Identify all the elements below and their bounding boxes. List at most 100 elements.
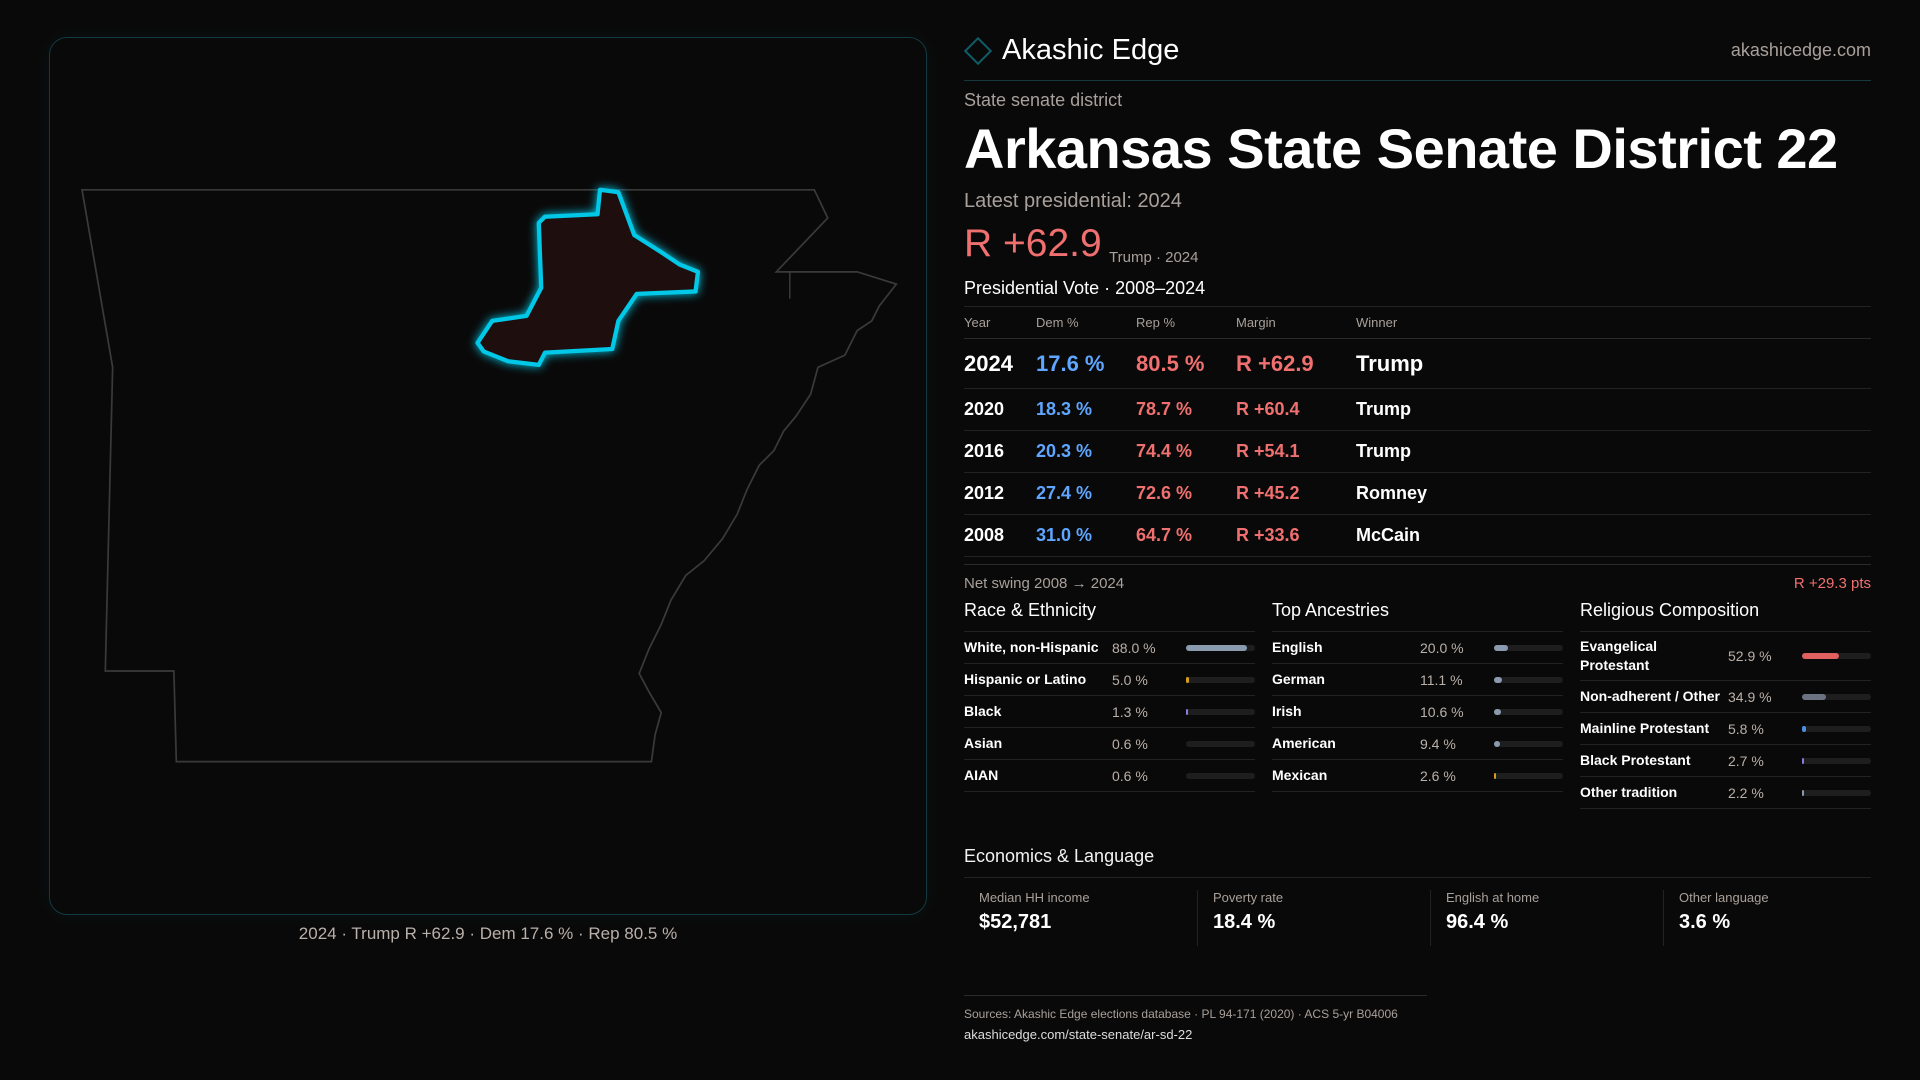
ancestry-value: 2.6 % xyxy=(1420,767,1456,784)
religion-row: Other tradition 2.2 % xyxy=(1580,777,1871,809)
dem-pct-cell: 27.4 % xyxy=(1036,472,1136,515)
race-value: 1.3 % xyxy=(1112,703,1148,720)
race-row: Asian 0.6 % xyxy=(964,728,1255,760)
race-label: Hispanic or Latino xyxy=(964,671,1087,687)
econ-stat-label: English at home xyxy=(1446,890,1540,905)
ancestry-row: German 11.1 % xyxy=(1272,664,1563,696)
map-panel[interactable] xyxy=(49,37,927,915)
race-section: Race & Ethnicity White, non-Hispanic 88.0 … xyxy=(964,600,1255,792)
ancestry-bar xyxy=(1494,644,1563,651)
religion-bar xyxy=(1802,757,1871,764)
rep-pct-cell: 64.7 % xyxy=(1136,514,1236,557)
race-bar xyxy=(1186,740,1255,747)
vote-table-title: Presidential Vote · 2008–2024 xyxy=(964,278,1206,298)
footer: Sources: Akashic Edge elections database… xyxy=(964,995,1427,1042)
econ-title: Economics & Language xyxy=(964,846,1871,878)
ancestry-label: Irish xyxy=(1272,703,1302,719)
religion-bar xyxy=(1802,725,1871,732)
race-label: White, non-Hispanic xyxy=(964,639,1099,655)
econ-stat-label: Poverty rate xyxy=(1213,890,1284,905)
religion-bar-fill xyxy=(1802,757,1805,764)
ancestry-label: Mexican xyxy=(1272,767,1328,783)
table-row: 2020 18.3 % 78.7 % R +60.4 Trump xyxy=(964,388,1871,431)
ancestry-section: Top Ancestries English 20.0 % German 11.1 % I… xyxy=(1272,600,1563,792)
ancestry-bar-fill xyxy=(1494,676,1502,683)
race-bar-fill xyxy=(1186,708,1189,715)
religion-value: 5.8 % xyxy=(1728,720,1764,737)
religion-bar xyxy=(1802,789,1871,796)
religion-value: 2.7 % xyxy=(1728,752,1764,769)
religion-bar-fill xyxy=(1802,693,1827,700)
margin-cell: R +45.2 xyxy=(1236,472,1356,515)
winner-cell: Trump xyxy=(1356,430,1871,473)
econ-stat: Poverty rate 18.4 % xyxy=(1197,890,1430,946)
religion-bar xyxy=(1802,653,1871,659)
column-header: Year xyxy=(964,306,1036,339)
religion-bar-fill xyxy=(1802,725,1806,732)
ancestry-bar xyxy=(1494,772,1563,779)
diamond-logo-icon xyxy=(963,36,993,65)
year-cell: 2016 xyxy=(964,430,1036,473)
religion-label: Mainline Protestant xyxy=(1580,720,1710,736)
religion-bar xyxy=(1802,693,1871,700)
year-cell: 2012 xyxy=(964,472,1036,515)
table-row: 2024 17.6 % 80.5 % R +62.9 Trump xyxy=(964,338,1871,389)
rep-pct-cell: 72.6 % xyxy=(1136,472,1236,515)
column-header: Rep % xyxy=(1136,306,1236,339)
race-bar xyxy=(1186,708,1255,715)
rep-pct-cell: 78.7 % xyxy=(1136,388,1236,431)
econ-stat-value: 18.4 % xyxy=(1213,911,1276,933)
brand-name: Akashic Edge xyxy=(1002,34,1180,66)
column-header: Winner xyxy=(1356,306,1871,339)
winner-cell: Trump xyxy=(1356,388,1871,431)
margin-cell: R +60.4 xyxy=(1236,388,1356,431)
ancestry-bar xyxy=(1494,740,1563,747)
ancestry-value: 9.4 % xyxy=(1420,735,1456,752)
race-row: Hispanic or Latino 5.0 % xyxy=(964,664,1255,696)
rep-pct-cell: 80.5 % xyxy=(1136,338,1236,389)
econ-stat-value: 3.6 % xyxy=(1679,911,1731,933)
district-kind: State senate district xyxy=(964,90,1123,110)
religion-bar-fill xyxy=(1802,653,1839,659)
race-value: 5.0 % xyxy=(1112,671,1148,688)
vote-table: Year Dem % Rep % Margin Winner 2024 17.6 % 80.… xyxy=(964,306,1871,557)
race-value: 88.0 % xyxy=(1112,639,1156,656)
site-link[interactable]: akashicedge.com xyxy=(1730,40,1871,60)
table-row: 2012 27.4 % 72.6 % R +45.2 Romney xyxy=(964,472,1871,515)
ancestry-value: 10.6 % xyxy=(1420,703,1464,720)
race-value: 0.6 % xyxy=(1112,735,1148,752)
race-title: Race & Ethnicity xyxy=(964,600,1255,632)
econ-stat-value: 96.4 % xyxy=(1446,911,1509,933)
table-row: 2008 31.0 % 64.7 % R +33.6 McCain xyxy=(964,514,1871,557)
net-swing-value: R +29.3 pts xyxy=(1793,575,1871,592)
race-row: AIAN 0.6 % xyxy=(964,760,1255,792)
religion-section: Religious Composition Evangelical Protest… xyxy=(1580,600,1871,809)
religion-row: Non-adherent / Other 34.9 % xyxy=(1580,681,1871,713)
econ-stat-value: $52,781 xyxy=(979,911,1052,933)
sources-text: Sources: Akashic Edge elections database… xyxy=(964,1007,1398,1021)
religion-bar-fill xyxy=(1802,789,1805,796)
religion-label: Evangelical Protestant xyxy=(1580,638,1658,673)
net-swing: Net swing 2008 → 2024 R +29.3 pts xyxy=(964,564,1871,592)
column-header: Dem % xyxy=(1036,306,1136,339)
year-cell: 2020 xyxy=(964,388,1036,431)
religion-value: 34.9 % xyxy=(1728,688,1772,705)
ancestry-value: 11.1 % xyxy=(1420,671,1463,688)
ancestry-bar xyxy=(1494,708,1563,715)
religion-row: Mainline Protestant 5.8 % xyxy=(1580,713,1871,745)
ancestry-bar-fill xyxy=(1494,772,1497,779)
ancestry-row: American 9.4 % xyxy=(1272,728,1563,760)
winner-cell: McCain xyxy=(1356,514,1871,557)
religion-label: Other tradition xyxy=(1580,784,1678,800)
headline-margin: R +62.9 xyxy=(964,222,1102,265)
year-cell: 2024 xyxy=(964,338,1036,389)
brand-logo[interactable]: Akashic Edge xyxy=(963,34,1180,67)
map-caption: 2024 · Trump R +62.9 · Dem 17.6 % · Rep … xyxy=(298,924,678,943)
page-url[interactable]: akashicedge.com/state-senate/ar-sd-22 xyxy=(964,1027,1193,1042)
race-bar-fill xyxy=(1186,644,1247,651)
dem-pct-cell: 20.3 % xyxy=(1036,430,1136,473)
race-row: Black 1.3 % xyxy=(964,696,1255,728)
headline-margin-sub: Trump · 2024 xyxy=(1109,249,1199,266)
race-label: Black xyxy=(964,703,1002,719)
page-title: Arkansas State Senate District 22 xyxy=(964,117,1838,180)
